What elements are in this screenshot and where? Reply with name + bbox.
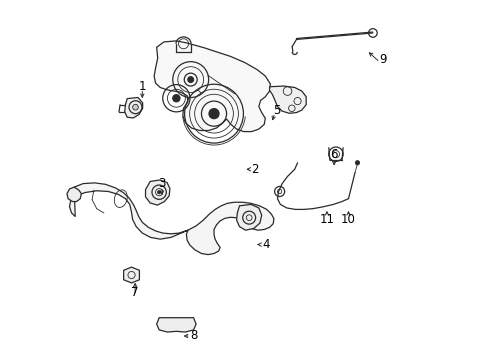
- Polygon shape: [156, 318, 196, 332]
- Text: 2: 2: [251, 163, 259, 176]
- Polygon shape: [124, 98, 142, 118]
- Polygon shape: [145, 180, 169, 205]
- Text: 1: 1: [138, 80, 146, 93]
- Circle shape: [172, 95, 180, 102]
- Circle shape: [355, 161, 359, 165]
- Text: 5: 5: [272, 104, 280, 117]
- Polygon shape: [236, 204, 261, 230]
- Polygon shape: [154, 41, 270, 132]
- Text: 9: 9: [378, 53, 386, 66]
- Text: 3: 3: [158, 177, 165, 190]
- Circle shape: [132, 104, 138, 110]
- Polygon shape: [69, 183, 273, 255]
- Polygon shape: [269, 86, 305, 113]
- Circle shape: [158, 191, 160, 194]
- Text: 8: 8: [190, 329, 198, 342]
- Circle shape: [187, 77, 193, 82]
- Text: 10: 10: [340, 213, 355, 226]
- Circle shape: [208, 109, 219, 119]
- Polygon shape: [67, 187, 81, 202]
- Polygon shape: [123, 267, 139, 283]
- Text: 6: 6: [330, 148, 337, 161]
- Text: 4: 4: [262, 238, 269, 251]
- Text: 11: 11: [319, 213, 334, 226]
- Text: 7: 7: [131, 287, 139, 300]
